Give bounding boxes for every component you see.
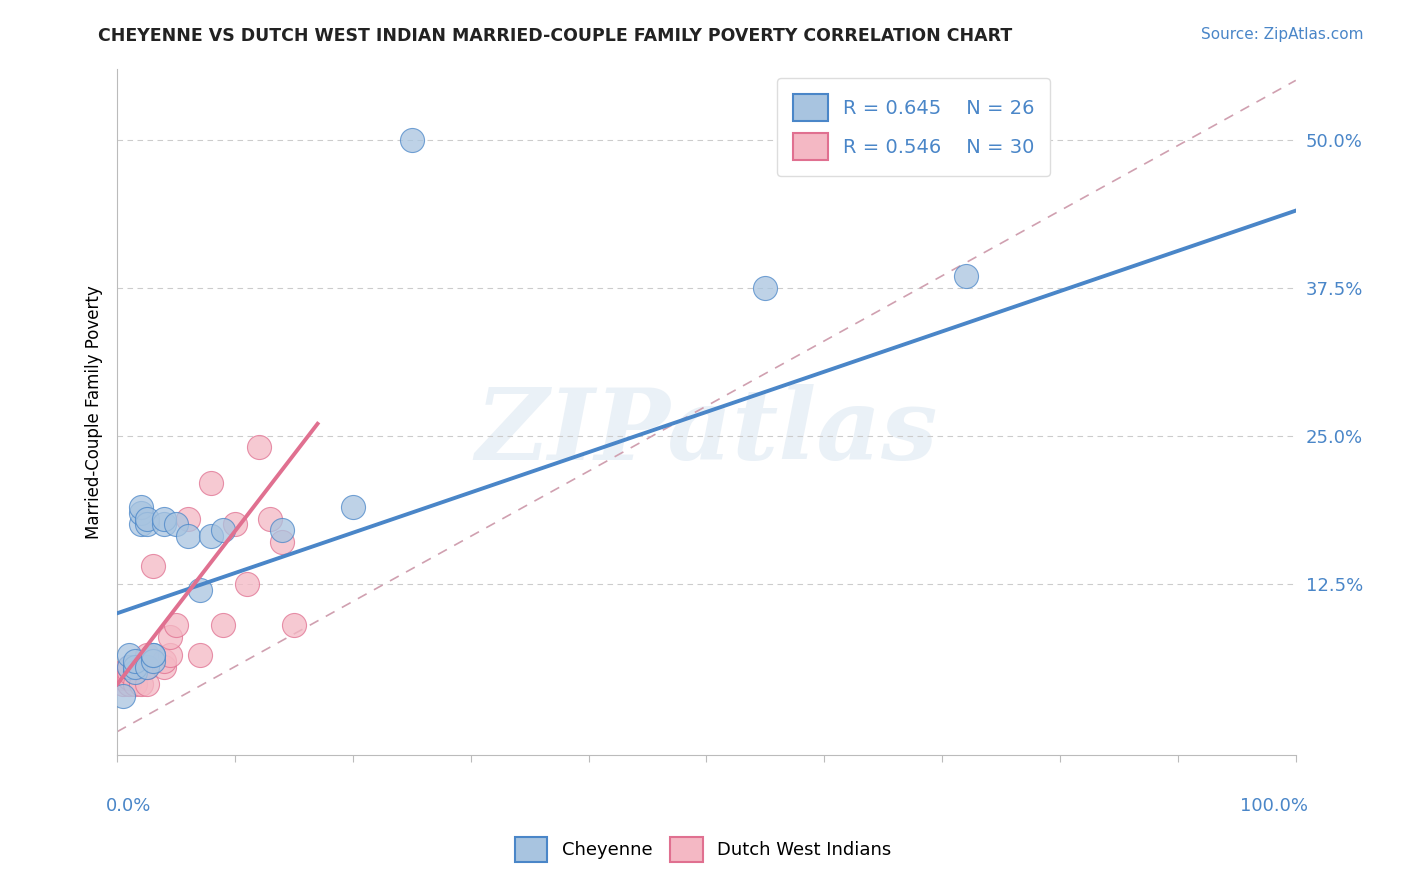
Point — [124, 677, 146, 691]
Point — [754, 280, 776, 294]
Point — [141, 654, 163, 668]
Point — [124, 654, 146, 668]
Point — [129, 500, 152, 514]
Legend: Cheyenne, Dutch West Indians: Cheyenne, Dutch West Indians — [508, 830, 898, 870]
Point — [124, 665, 146, 680]
Text: CHEYENNE VS DUTCH WEST INDIAN MARRIED-COUPLE FAMILY POVERTY CORRELATION CHART: CHEYENNE VS DUTCH WEST INDIAN MARRIED-CO… — [98, 27, 1012, 45]
Point — [135, 648, 157, 662]
Point — [342, 500, 364, 514]
Point — [135, 659, 157, 673]
Point — [271, 524, 294, 538]
Point — [153, 654, 176, 668]
Point — [118, 648, 141, 662]
Point — [129, 659, 152, 673]
Point — [135, 511, 157, 525]
Point — [271, 535, 294, 549]
Point — [112, 689, 135, 703]
Point — [212, 524, 235, 538]
Point — [141, 648, 163, 662]
Point — [247, 441, 270, 455]
Point — [118, 672, 141, 686]
Point — [177, 529, 200, 543]
Point — [159, 630, 181, 644]
Point — [112, 672, 135, 686]
Text: Source: ZipAtlas.com: Source: ZipAtlas.com — [1201, 27, 1364, 42]
Point — [200, 475, 222, 490]
Point — [153, 511, 176, 525]
Y-axis label: Married-Couple Family Poverty: Married-Couple Family Poverty — [86, 285, 103, 539]
Point — [141, 648, 163, 662]
Point — [259, 511, 281, 525]
Point — [124, 665, 146, 680]
Point — [212, 618, 235, 632]
Point — [224, 517, 246, 532]
Legend: R = 0.645    N = 26, R = 0.546    N = 30: R = 0.645 N = 26, R = 0.546 N = 30 — [778, 78, 1050, 176]
Point — [200, 529, 222, 543]
Point — [188, 582, 211, 597]
Text: 0.0%: 0.0% — [105, 797, 150, 814]
Point — [955, 268, 977, 283]
Point — [118, 665, 141, 680]
Point — [401, 132, 423, 146]
Point — [135, 659, 157, 673]
Point — [129, 517, 152, 532]
Text: ZIPatlas: ZIPatlas — [475, 384, 938, 481]
Point — [135, 517, 157, 532]
Point — [118, 677, 141, 691]
Point — [283, 618, 305, 632]
Point — [159, 648, 181, 662]
Point — [118, 659, 141, 673]
Point — [135, 677, 157, 691]
Point — [112, 677, 135, 691]
Point — [153, 659, 176, 673]
Point — [129, 506, 152, 520]
Point — [129, 677, 152, 691]
Text: 100.0%: 100.0% — [1240, 797, 1308, 814]
Point — [165, 618, 187, 632]
Point — [177, 511, 200, 525]
Point — [236, 576, 259, 591]
Point — [188, 648, 211, 662]
Point — [112, 665, 135, 680]
Point — [153, 517, 176, 532]
Point — [118, 659, 141, 673]
Point — [124, 659, 146, 673]
Point — [165, 517, 187, 532]
Point — [141, 558, 163, 573]
